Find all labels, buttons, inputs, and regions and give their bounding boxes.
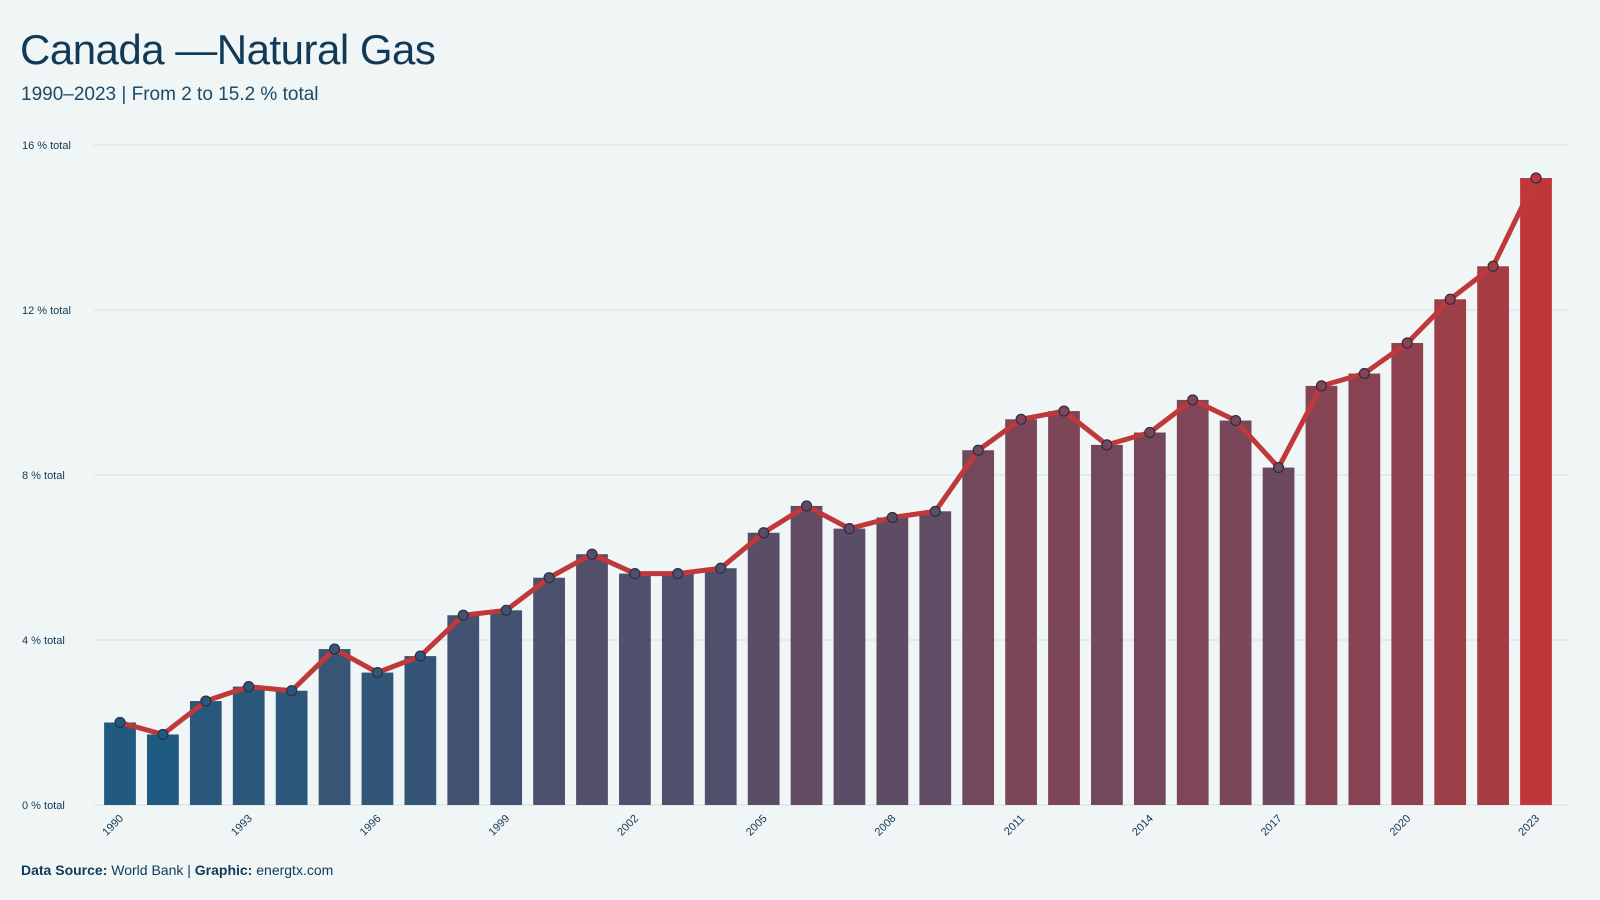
x-tick-label: 2014 (1130, 813, 1156, 839)
x-tick-label: 2017 (1259, 813, 1285, 839)
x-tick-label: 1999 (487, 813, 513, 839)
bar (576, 554, 608, 805)
bar (704, 568, 737, 805)
point (414, 650, 426, 662)
point (629, 567, 641, 580)
x-tick-label: 2023 (1516, 813, 1542, 839)
bar (661, 573, 694, 805)
point (457, 609, 469, 621)
bar (318, 649, 351, 805)
point (843, 523, 856, 535)
x-tick-label: 1993 (229, 813, 255, 839)
bar (189, 701, 222, 805)
line (119, 176, 1539, 737)
y-tick-label: 8 % total (22, 470, 65, 482)
footer: Data Source: World Bank | Graphic: energ… (21, 862, 333, 878)
y-tick-label: 12 % total (22, 305, 71, 317)
x-tick-label: 2020 (1388, 813, 1414, 839)
bar (404, 656, 437, 805)
bar (447, 615, 480, 805)
bar (533, 577, 565, 805)
point (800, 500, 813, 512)
point (715, 562, 727, 574)
point (243, 681, 255, 693)
bar (1133, 432, 1166, 805)
bar (361, 672, 394, 805)
bar (876, 517, 909, 805)
point (200, 695, 212, 707)
point (758, 527, 770, 539)
x-tick-label: 2011 (1002, 813, 1027, 838)
point (1015, 413, 1027, 425)
graphic: energtx.com (256, 862, 333, 878)
point (586, 548, 598, 560)
bar (1219, 420, 1252, 805)
bar (1348, 373, 1381, 805)
point (328, 643, 341, 655)
separator: | (187, 862, 191, 878)
bar (1391, 343, 1424, 805)
point (929, 505, 941, 517)
x-tick-label: 2002 (615, 813, 641, 839)
point (1101, 439, 1113, 451)
point (1144, 426, 1156, 439)
point (500, 604, 512, 616)
bar (1048, 411, 1080, 805)
point (1444, 293, 1456, 305)
bar (1305, 385, 1338, 805)
bar (747, 532, 780, 805)
point (1358, 367, 1370, 380)
x-tick-label: 1990 (100, 813, 126, 839)
point (1058, 405, 1070, 417)
y-tick-label: 4 % total (22, 635, 65, 647)
bar (1262, 467, 1295, 805)
chart-subtitle: 1990–2023 | From 2 to 15.2 % total (21, 84, 319, 105)
bar (962, 450, 995, 805)
point (1230, 414, 1242, 427)
bar (833, 528, 866, 805)
bar (1176, 399, 1209, 805)
bar (1434, 299, 1467, 805)
point (1187, 394, 1199, 406)
y-tick-label: 16 % total (22, 140, 71, 152)
point (114, 716, 126, 729)
y-tick-label: 0 % total (22, 800, 65, 812)
source: World Bank (111, 862, 184, 878)
point (672, 567, 684, 580)
bar (790, 505, 823, 805)
chart-title: Canada —Natural Gas (20, 26, 435, 73)
point (157, 728, 169, 741)
x-tick-label: 2005 (744, 813, 770, 839)
bar (1520, 178, 1552, 805)
bar (147, 734, 179, 805)
x-tick-label: 2008 (873, 813, 899, 839)
bar (490, 610, 523, 805)
bar (1091, 444, 1123, 805)
point (1530, 172, 1542, 184)
point (1272, 461, 1285, 474)
bar (619, 573, 651, 805)
bar (1005, 419, 1037, 805)
point (543, 572, 555, 584)
source-label: Data Source: (21, 862, 107, 878)
bar (919, 511, 952, 805)
point (371, 666, 384, 679)
point (1487, 260, 1499, 272)
bar (275, 690, 308, 805)
bar (232, 686, 265, 805)
bar (1477, 266, 1509, 805)
x-tick-label: 1996 (358, 813, 384, 839)
point (1401, 337, 1413, 349)
graphic-label: Graphic: (195, 862, 253, 878)
point (286, 685, 298, 697)
point (1315, 380, 1328, 392)
point (972, 444, 984, 456)
point (886, 511, 898, 524)
plot-area: 0 % total 4 % total 8 % total 12 % total 16 … (22, 140, 1568, 838)
bar (104, 722, 136, 805)
